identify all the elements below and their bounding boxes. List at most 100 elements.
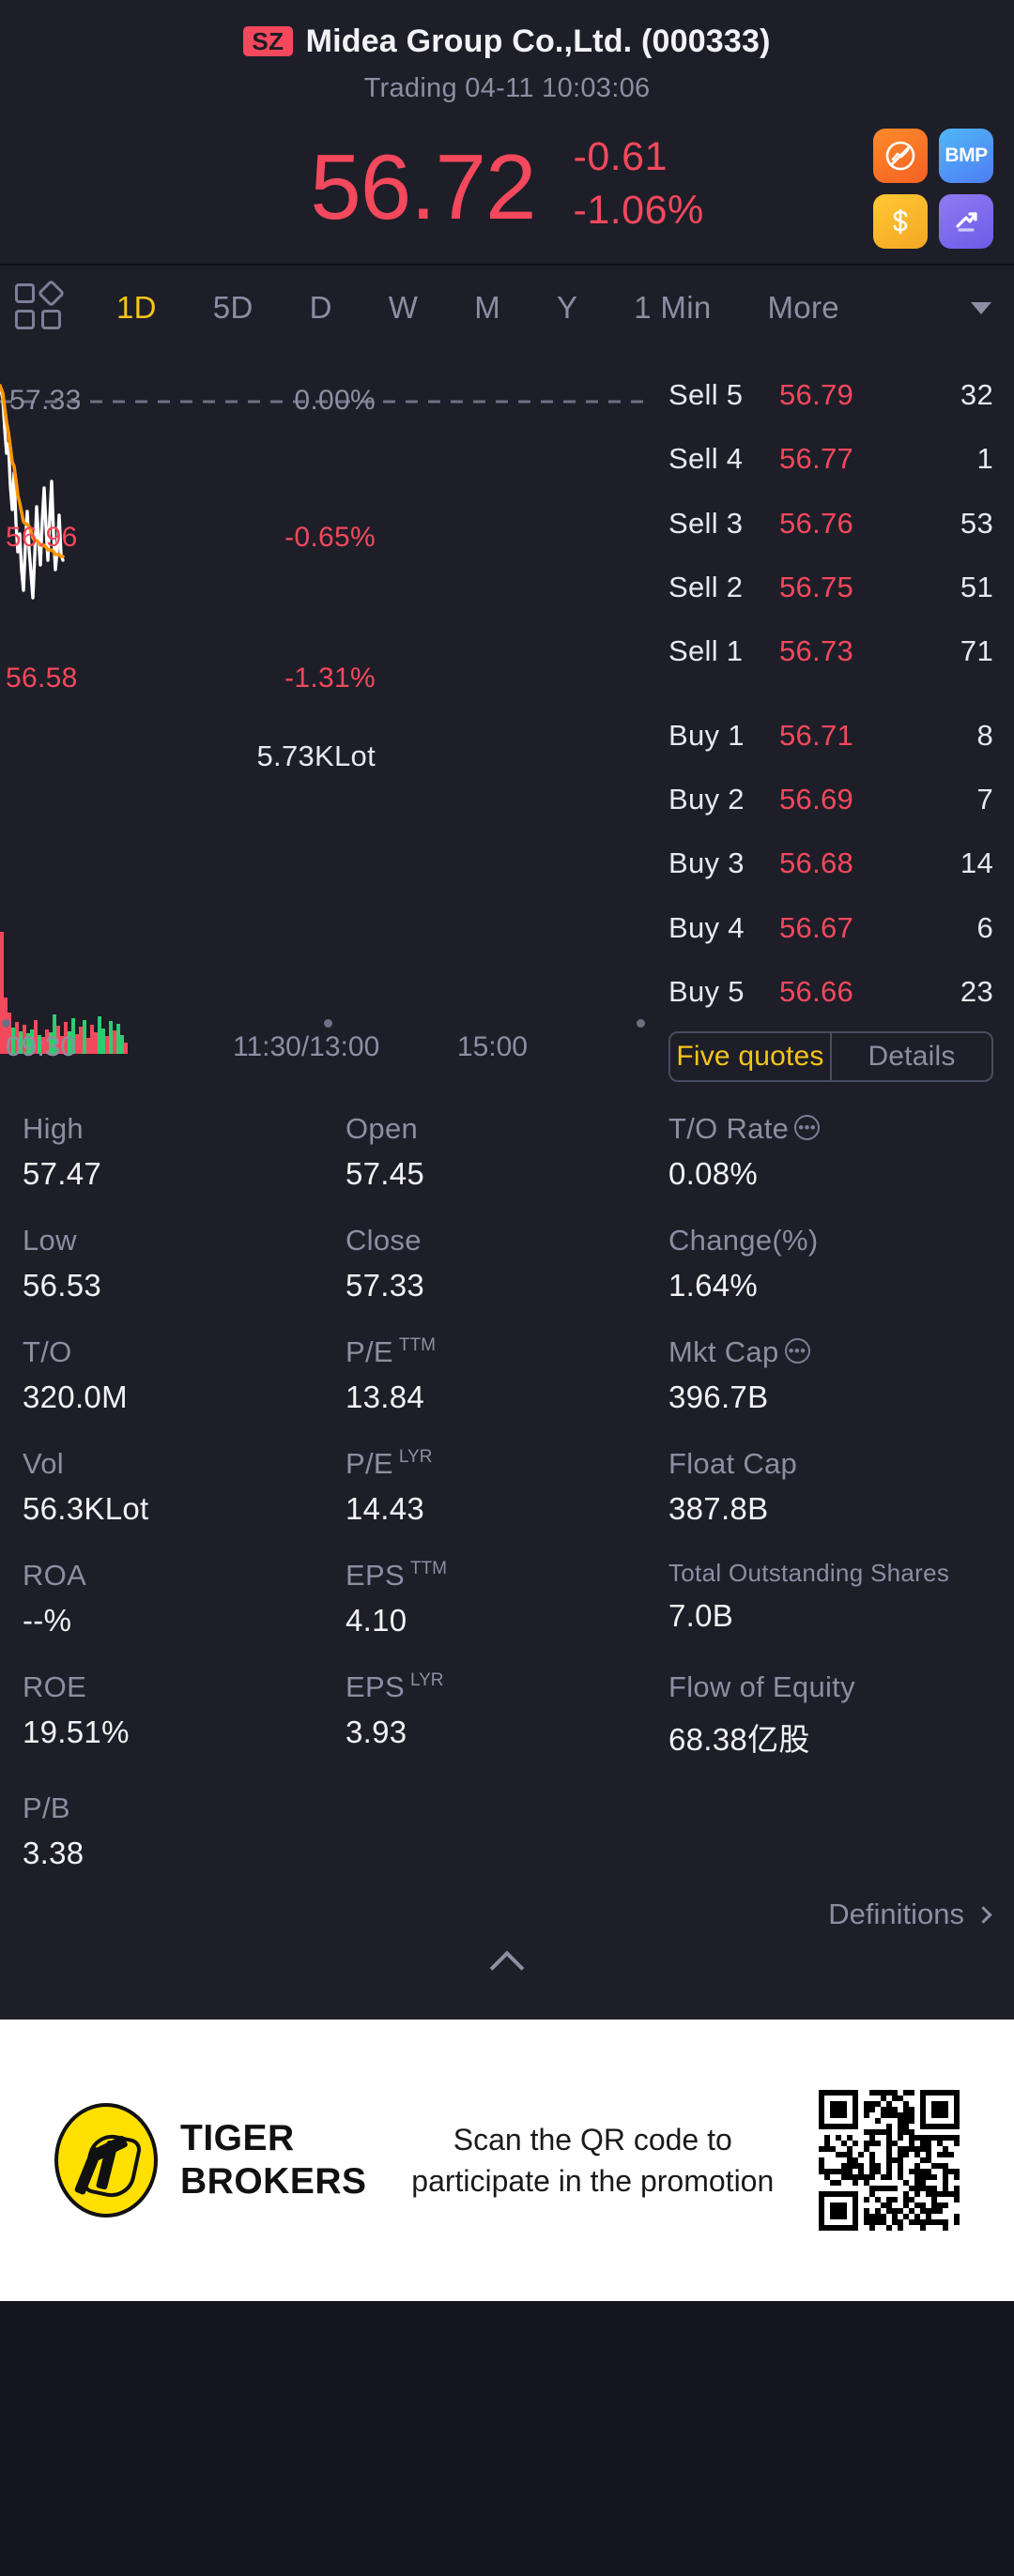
stat-label: Close [346,1224,422,1257]
last-price: 56.72 [310,135,536,238]
order-qty: 7 [976,782,993,815]
stat-superscript: LYR [409,1670,444,1690]
stat-eps-lyr: EPS LYR 3.93 [346,1655,668,1776]
intraday-chart[interactable]: 57.33 0.00% 56.96 -0.65% 56.58 -1.31% 5.… [0,350,646,1082]
stat-value: 7.0B [668,1598,734,1633]
key-statistics: High 57.47 Open 57.45 T/O Rate ••• 0.08% … [0,1082,1014,1888]
chart-low-price: 56.58 [6,663,78,694]
info-icon[interactable]: ••• [794,1115,821,1140]
info-icon[interactable]: ••• [784,1338,810,1364]
order-row-sell4[interactable]: Sell 4 56.77 1 [668,427,993,491]
change-absolute: -0.61 [573,134,668,179]
tab-more[interactable]: More [767,290,839,325]
bottom-padding [0,1995,1014,2020]
stat-open: Open 57.45 [346,1097,668,1209]
trading-status: Trading 04-11 10:03:06 [363,73,651,103]
definitions-link[interactable]: Definitions [828,1898,992,1931]
order-row-sell3[interactable]: Sell 3 56.76 53 [668,492,993,556]
tab-y[interactable]: Y [556,290,578,325]
order-qty: 53 [960,506,993,540]
no-chart-icon[interactable] [873,129,928,183]
tab-1d[interactable]: 1D [116,290,157,325]
stat-turnover: T/O 320.0M [23,1320,346,1432]
order-book-divider [668,683,993,703]
chart-reference-pct: 0.00% [294,385,376,416]
stat-value: 1.64% [668,1268,759,1303]
timeframe-tabs: 1D 5D D W M Y 1 Min More [88,290,969,326]
stat-high: High 57.47 [23,1097,346,1209]
dollar-icon[interactable] [873,194,928,249]
order-price: 56.67 [779,910,854,944]
stat-volume: Vol 56.3KLot [23,1432,346,1544]
order-qty: 6 [976,910,993,944]
tab-m[interactable]: M [474,290,500,325]
definitions-row: Definitions [0,1888,1014,1931]
stat-turnover-rate[interactable]: T/O Rate ••• 0.08% [668,1097,991,1209]
stat-value: 3.38 [23,1836,84,1870]
tab-w[interactable]: W [388,290,419,325]
stat-value: 14.43 [346,1491,425,1526]
tab-d[interactable]: D [309,290,332,325]
order-row-buy2[interactable]: Buy 2 56.69 7 [668,768,993,831]
trend-icon[interactable] [939,194,993,249]
chart-mid-price: 56.96 [6,522,78,553]
order-label: Buy 5 [668,974,745,1008]
order-row-sell1[interactable]: Sell 1 56.73 71 [668,619,993,683]
stat-pe-lyr: P/E LYR 14.43 [346,1432,668,1544]
tab-5d[interactable]: 5D [212,290,254,325]
promo-banner[interactable]: TIGER BROKERS Scan the QR code to partic… [0,2020,1014,2301]
brand-line-1: TIGER [180,2117,295,2158]
order-qty: 51 [960,570,993,603]
stat-label: Open [346,1112,419,1145]
order-row-buy3[interactable]: Buy 3 56.68 14 [668,831,993,895]
stat-label: ROA [23,1559,87,1592]
stat-empty-2 [668,1776,991,1888]
order-qty: 71 [960,634,993,668]
order-qty: 14 [960,846,993,880]
chart-low-pct: -1.31% [284,663,376,694]
quotes-view-toggle: Five quotes Details [668,1030,993,1082]
stat-superscript: TTM [409,1559,447,1578]
tiger-logo-icon [54,2103,158,2218]
stat-label: Low [23,1224,77,1257]
order-row-buy4[interactable]: Buy 4 56.67 6 [668,895,993,959]
stat-label: Float Cap [668,1447,798,1480]
collapse-panel-button[interactable] [0,1931,1014,1995]
order-row-buy5[interactable]: Buy 5 56.66 23 [668,960,993,1024]
stat-market-cap[interactable]: Mkt Cap ••• 396.7B [668,1320,991,1432]
chevron-up-icon [489,1950,525,1986]
chevron-down-icon[interactable] [971,301,991,314]
order-label: Buy 2 [668,782,745,815]
stat-label: High [23,1112,84,1145]
stat-label: Vol [23,1447,64,1480]
page-header: SZ Midea Group Co.,Ltd. (000333) Trading… [0,0,1014,104]
time-axis: 09:30 11:30/13:00 15:00 [0,1031,646,1069]
stat-value: 68.38亿股 [668,1722,810,1757]
tab-five-quotes[interactable]: Five quotes [670,1032,832,1080]
title-row: SZ Midea Group Co.,Ltd. (000333) [0,17,1014,66]
order-qty: 8 [976,718,993,752]
stat-label: P/B [23,1791,70,1824]
order-price: 56.75 [779,570,854,603]
tab-details[interactable]: Details [868,1040,956,1072]
stat-low: Low 56.53 [23,1209,346,1320]
order-qty: 32 [960,378,993,412]
qr-code[interactable] [819,2090,960,2231]
change-percent: -1.06% [573,188,704,233]
order-label: Sell 2 [668,570,744,603]
order-row-sell2[interactable]: Sell 2 56.75 51 [668,556,993,619]
order-row-buy1[interactable]: Buy 1 56.71 8 [668,704,993,768]
order-price: 56.77 [779,442,854,476]
order-label: Sell 5 [668,378,744,412]
tab-1min[interactable]: 1 Min [634,290,712,325]
stat-label: Flow of Equity [668,1670,855,1703]
order-label: Buy 3 [668,846,745,880]
stat-label: T/O Rate [668,1112,790,1145]
order-row-sell5[interactable]: Sell 5 56.79 32 [668,363,993,427]
stat-value: --% [23,1603,72,1638]
bmp-icon[interactable]: BMP [939,129,993,183]
order-label: Sell 3 [668,506,744,540]
grid-icon[interactable] [15,279,66,332]
chart-and-quotes: 57.33 0.00% 56.96 -0.65% 56.58 -1.31% 5.… [0,350,1014,1082]
stat-empty-1 [346,1776,668,1888]
